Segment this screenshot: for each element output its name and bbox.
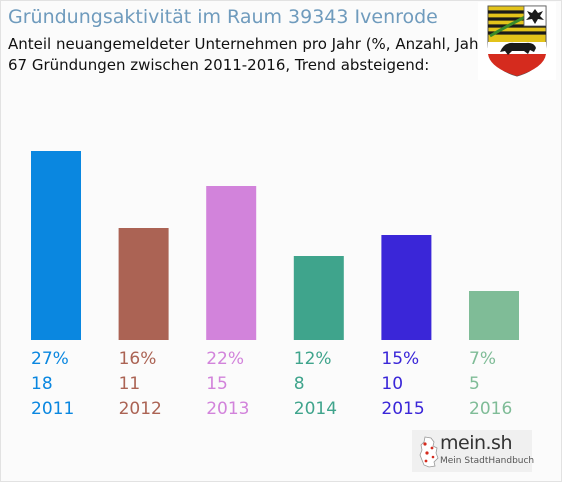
count-label-2015: 10 <box>381 374 403 394</box>
count-label-2011: 18 <box>31 374 53 394</box>
year-label-2012: 2012 <box>119 399 162 419</box>
coat-of-arms-icon <box>478 2 556 80</box>
chart-summary: 67 Gründungen zwischen 2011-2016, Trend … <box>8 56 430 74</box>
percent-label-2013: 22% <box>206 349 244 369</box>
brand-logo[interactable]: mein.sh Mein StadtHandbuch <box>412 430 535 472</box>
percent-label-2015: 15% <box>381 349 419 369</box>
year-label-2015: 2015 <box>381 399 424 419</box>
percent-label-2011: 27% <box>31 349 69 369</box>
bar-2011 <box>31 151 81 340</box>
percent-label-2016: 7% <box>469 349 496 369</box>
chart-subtitle: Anteil neuangemeldeter Unternehmen pro J… <box>8 35 491 53</box>
count-label-2013: 15 <box>206 374 228 394</box>
bar-2012 <box>118 228 169 340</box>
count-label-2016: 5 <box>469 374 480 394</box>
brand-tagline: Mein StadtHandbuch <box>440 456 535 466</box>
brand-name: mein.sh <box>440 432 513 454</box>
percent-label-2012: 16% <box>119 349 157 369</box>
year-label-2014: 2014 <box>294 399 337 419</box>
germany-map-icon <box>419 436 439 468</box>
count-label-2014: 8 <box>294 374 305 394</box>
bar-2016 <box>469 291 519 340</box>
year-label-2011: 2011 <box>31 399 74 419</box>
percent-label-2014: 12% <box>294 349 332 369</box>
bar-2014 <box>293 256 344 340</box>
chart-title: Gründungsaktivität im Raum 39343 Ivenrod… <box>8 6 438 28</box>
bar-2013 <box>206 186 257 340</box>
year-label-2016: 2016 <box>469 399 512 419</box>
year-label-2013: 2013 <box>206 399 249 419</box>
bar-2015 <box>381 235 432 340</box>
count-label-2012: 11 <box>119 374 141 394</box>
